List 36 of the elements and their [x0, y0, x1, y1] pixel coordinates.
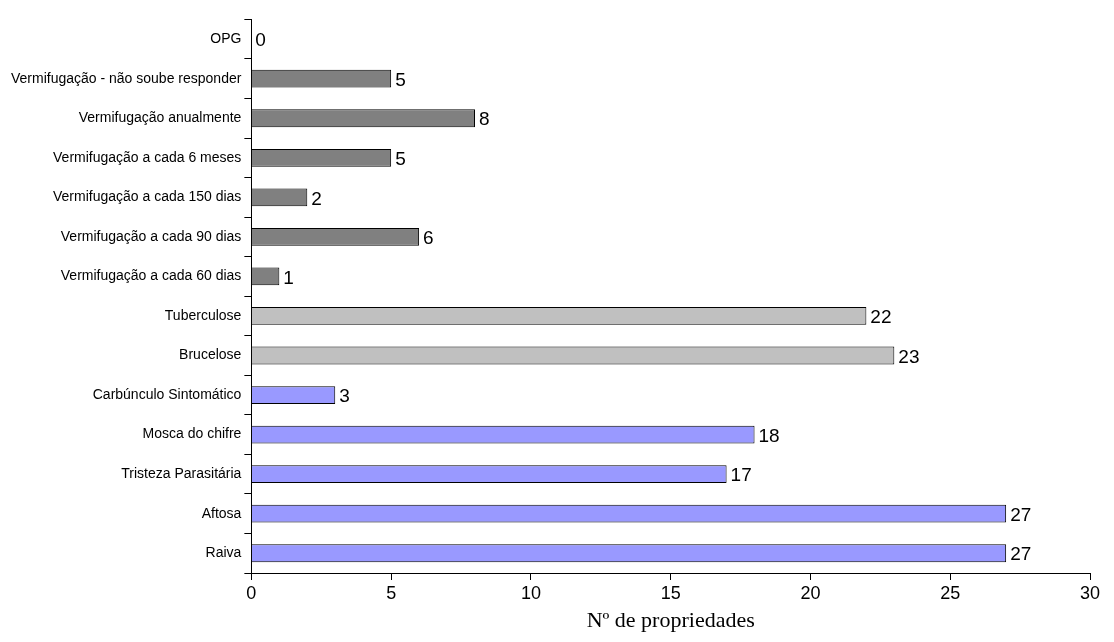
- data-label: 27: [1010, 543, 1032, 565]
- y-tick-label: Vermifugação a cada 60 dias: [60, 267, 242, 284]
- data-label: 6: [423, 227, 434, 249]
- data-label: 5: [395, 68, 406, 90]
- y-tick-label: OPG: [210, 30, 242, 47]
- x-tick-label: 15: [660, 582, 681, 603]
- data-label: 22: [870, 306, 892, 328]
- x-tick-label: 30: [1079, 582, 1101, 603]
- data-label: 3: [339, 385, 350, 407]
- y-tick-label: Mosca do chifre: [142, 425, 242, 442]
- y-tick-label: Carbúnculo Sintomático: [92, 385, 242, 402]
- y-tick-label: Raiva: [205, 544, 242, 561]
- x-tick-label: 5: [386, 582, 397, 603]
- x-tick-label: 20: [800, 582, 821, 603]
- y-tick-label: Vermifugação a cada 150 dias: [53, 188, 242, 205]
- y-tick-label: Vermifugação a cada 6 meses: [53, 148, 242, 165]
- y-tick-label: Brucelose: [179, 346, 242, 363]
- data-label: 8: [479, 108, 490, 130]
- y-tick-label: Vermifugação a cada 90 dias: [60, 227, 242, 244]
- data-label: 23: [898, 345, 920, 367]
- data-label: 18: [758, 424, 780, 446]
- y-tick-label: Aftosa: [201, 504, 242, 521]
- x-axis-title: Nº de propriedades: [586, 606, 755, 632]
- y-tick-label: Tristeza Parasitária: [121, 465, 242, 481]
- y-tick-label: Tuberculose: [164, 306, 242, 323]
- x-tick-label: 10: [520, 582, 541, 603]
- data-label: 0: [255, 29, 266, 51]
- data-label: 2: [311, 187, 322, 209]
- data-label: 1: [283, 266, 294, 288]
- data-label: 17: [730, 464, 752, 486]
- x-tick-label: 0: [246, 582, 257, 603]
- y-tick-label: Vermifugação - não soube responder: [11, 69, 242, 86]
- data-label: 27: [1010, 503, 1032, 525]
- y-tick-label: Vermifugação anualmente: [78, 109, 242, 126]
- data-label: 5: [395, 148, 406, 170]
- x-tick-label: 25: [940, 582, 961, 603]
